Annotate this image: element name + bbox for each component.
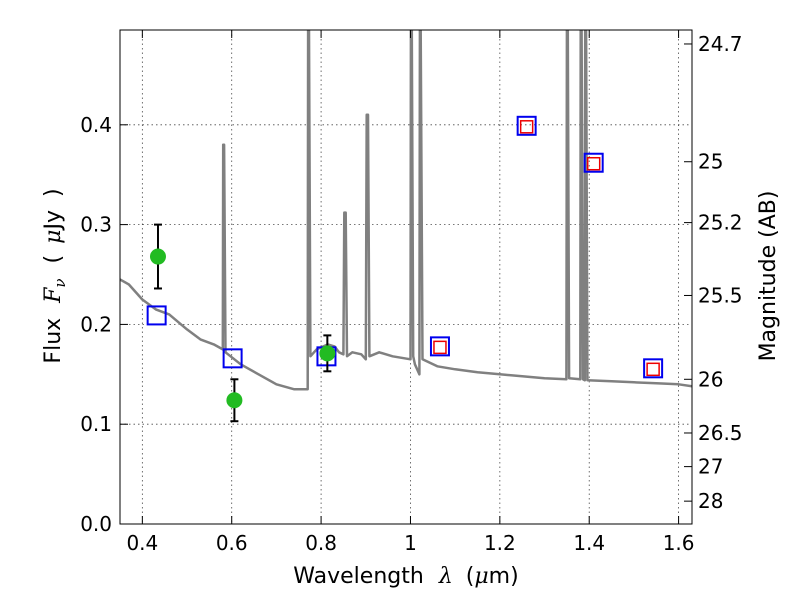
x-axis-label-prefix: Wavelength <box>293 564 424 589</box>
y2-tick-label: 26 <box>698 367 723 391</box>
observed-point <box>149 248 166 265</box>
model-point-blue <box>643 358 664 379</box>
y-tick-label: 0.2 <box>80 312 112 336</box>
x-axis-label-unit-mu: μ <box>474 564 488 589</box>
y-axis-label-unit-close: ) <box>41 188 66 197</box>
axis-ticks: 0.4 0.6 0.8 1 1.2 1.4 1.6 0.0 0.1 0.2 0.3 0.4 24.7 25… <box>80 30 743 555</box>
model-point-red <box>433 340 447 355</box>
x-tick-label: 1.2 <box>484 531 516 555</box>
x-tick-label: 1.6 <box>663 531 695 555</box>
y2-tick-label: 25.2 <box>698 211 743 235</box>
model-point-red <box>519 120 534 134</box>
x-axis-label-unit-rest: m) <box>489 564 519 589</box>
y-axis-label-unit-rest: Jy <box>41 210 66 232</box>
observed-point <box>319 345 336 362</box>
y-tick-label: 0.1 <box>80 412 112 436</box>
y-axis-label-prefix: Flux <box>41 318 66 364</box>
model-point-blue <box>146 305 167 326</box>
template-spectrum-group <box>120 30 692 391</box>
y2-axis-label: Magnitude (AB) <box>756 191 781 362</box>
plot-frame <box>119 29 693 525</box>
x-tick-label: 0.6 <box>216 531 248 555</box>
x-tick-label: 0.8 <box>305 531 337 555</box>
y-axis-label-unit-open: ( <box>41 255 66 264</box>
y-tick-label: 0.3 <box>80 213 112 237</box>
y2-tick-label: 24.7 <box>698 32 743 56</box>
y2-tick-label: 26.5 <box>698 421 743 445</box>
model-point-red <box>586 156 601 171</box>
y2-tick-label: 25 <box>698 150 723 174</box>
model-point-blue <box>429 336 450 357</box>
y-tick-label: 0.0 <box>80 512 112 536</box>
y-axis-label: Flux Fν ( μJy ) <box>41 188 71 363</box>
model-point-blue <box>583 152 604 173</box>
template-spectrum-line <box>120 30 692 391</box>
y2-tick-label: 28 <box>698 489 723 513</box>
x-tick-label: 0.4 <box>126 531 158 555</box>
y2-tick-label: 25.5 <box>698 283 743 307</box>
x-axis-label: Wavelength λ (μm) <box>293 564 518 589</box>
data-points-group <box>146 115 664 423</box>
y-axis-label-symbol: F <box>41 287 66 304</box>
y-tick-label: 0.4 <box>80 113 112 137</box>
x-tick-label: 1 <box>404 531 417 555</box>
y2-tick-label: 27 <box>698 455 723 479</box>
model-point-blue <box>222 348 243 369</box>
x-axis-label-unit-open: ( <box>466 564 475 589</box>
model-point-blue <box>516 115 537 136</box>
y-axis-label-unit-mu: μ <box>41 230 66 244</box>
x-axis-label-symbol: λ <box>438 564 453 589</box>
observed-point <box>226 392 243 409</box>
model-point-red <box>646 362 660 377</box>
x-tick-label: 1.4 <box>573 531 605 555</box>
y-axis-label-subscript: ν <box>51 278 69 287</box>
